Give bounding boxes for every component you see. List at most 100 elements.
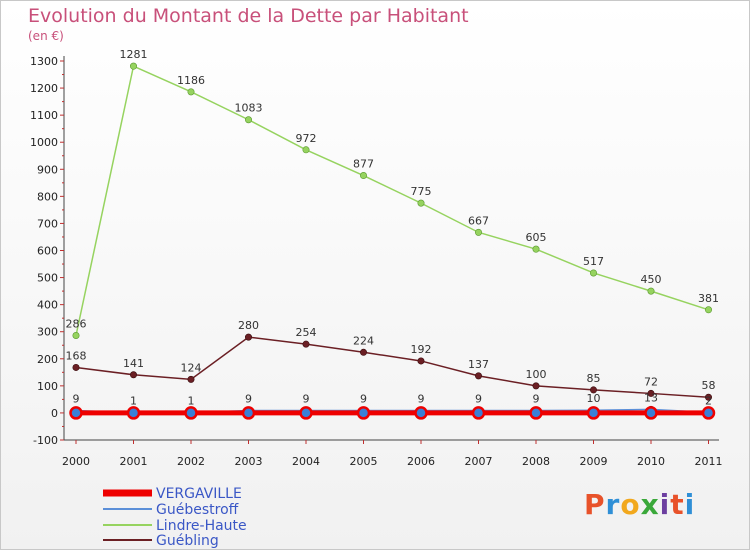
- data-point: [359, 172, 367, 180]
- x-tick-label: 2006: [407, 455, 435, 468]
- data-label: 85: [587, 372, 601, 385]
- data-point: [72, 332, 80, 340]
- data-label: 1281: [120, 48, 148, 61]
- data-point: [72, 363, 80, 371]
- x-tick-label: 2008: [522, 455, 550, 468]
- x-tick-label: 2004: [292, 455, 320, 468]
- data-label: 141: [123, 357, 144, 370]
- data-point: [704, 306, 712, 314]
- data-point: [532, 382, 540, 390]
- data-label: 1083: [235, 102, 263, 115]
- legend-label: Lindre-Haute: [156, 518, 247, 534]
- data-point: [184, 406, 198, 420]
- y-tick-label: 200: [37, 353, 58, 366]
- data-point: [586, 406, 601, 420]
- data-point: [241, 406, 256, 420]
- x-tick-label: 2010: [637, 455, 665, 468]
- data-label: 1: [188, 395, 195, 408]
- data-point: [471, 406, 486, 420]
- data-point: [187, 88, 195, 96]
- data-point: [245, 333, 253, 341]
- data-label: 10: [587, 392, 601, 405]
- data-label: 286: [66, 318, 87, 331]
- data-label: 381: [698, 292, 719, 305]
- legend-label: Guébling: [156, 533, 219, 549]
- data-label: 972: [296, 132, 317, 145]
- x-tick-label: 2007: [465, 455, 493, 468]
- data-label: 9: [245, 392, 252, 405]
- data-point: [417, 199, 425, 207]
- data-label: 280: [238, 319, 259, 332]
- data-label: 58: [702, 379, 716, 392]
- data-point: [704, 393, 712, 401]
- data-label: 72: [644, 375, 658, 388]
- data-label: 877: [353, 158, 374, 171]
- y-tick-label: 800: [37, 190, 58, 203]
- data-point: [302, 146, 310, 154]
- y-tick-label: 1100: [30, 109, 58, 122]
- data-label: 775: [411, 185, 432, 198]
- data-label: 168: [66, 349, 87, 362]
- data-point: [245, 116, 253, 124]
- data-label: 9: [303, 392, 310, 405]
- data-label: 1: [130, 395, 137, 408]
- x-tick-label: 2005: [350, 455, 378, 468]
- data-label: 605: [526, 231, 547, 244]
- data-point: [302, 340, 310, 348]
- data-label: 254: [296, 326, 317, 339]
- data-point: [359, 348, 367, 356]
- y-tick-label: 400: [37, 299, 58, 312]
- data-label: 13: [644, 391, 658, 404]
- data-label: 224: [353, 334, 374, 347]
- y-tick-label: 1000: [30, 136, 58, 149]
- x-tick-label: 2011: [695, 455, 723, 468]
- x-tick-label: 2003: [235, 455, 263, 468]
- y-tick-label: 300: [37, 326, 58, 339]
- data-point: [647, 389, 655, 397]
- x-tick-label: 2000: [62, 455, 90, 468]
- data-point: [701, 406, 716, 420]
- data-point: [589, 269, 597, 277]
- data-point: [130, 371, 138, 379]
- data-point: [356, 406, 371, 420]
- data-label: 9: [360, 392, 367, 405]
- x-tick-label: 2009: [580, 455, 608, 468]
- data-label: 667: [468, 214, 489, 227]
- y-tick-label: 0: [51, 407, 58, 420]
- data-label: 9: [418, 392, 425, 405]
- chart-subtitle: (en €): [28, 29, 64, 43]
- data-point: [417, 357, 425, 365]
- data-label: 192: [411, 343, 432, 356]
- y-tick-label: 700: [37, 217, 58, 230]
- data-point: [299, 406, 313, 420]
- y-tick-label: 1200: [30, 82, 58, 95]
- data-label: 1186: [177, 74, 205, 87]
- data-label: 2: [705, 394, 712, 407]
- data-label: 9: [533, 392, 540, 405]
- y-tick-label: 500: [37, 272, 58, 285]
- data-point: [474, 372, 482, 380]
- y-tick-label: 900: [37, 163, 58, 176]
- data-label: 137: [468, 358, 489, 371]
- data-point: [647, 287, 655, 295]
- data-label: 517: [583, 255, 604, 268]
- x-tick-label: 2002: [177, 455, 205, 468]
- series-line-lindre-haute: [75, 65, 709, 336]
- x-tick-label: 2001: [120, 455, 148, 468]
- data-point: [529, 406, 543, 420]
- data-point: [532, 245, 540, 253]
- y-tick-label: 1300: [30, 55, 58, 68]
- series-line-guébling: [75, 336, 709, 398]
- data-point: [130, 62, 138, 70]
- data-point: [414, 406, 428, 420]
- legend-label: VERGAVILLE: [156, 486, 242, 502]
- data-point: [126, 406, 141, 420]
- y-tick-label: -100: [33, 434, 58, 447]
- data-label: 450: [641, 273, 662, 286]
- data-point: [187, 375, 195, 383]
- data-point: [644, 406, 658, 420]
- proxiti-logo: Proxiti: [584, 488, 696, 521]
- data-label: 100: [526, 368, 547, 381]
